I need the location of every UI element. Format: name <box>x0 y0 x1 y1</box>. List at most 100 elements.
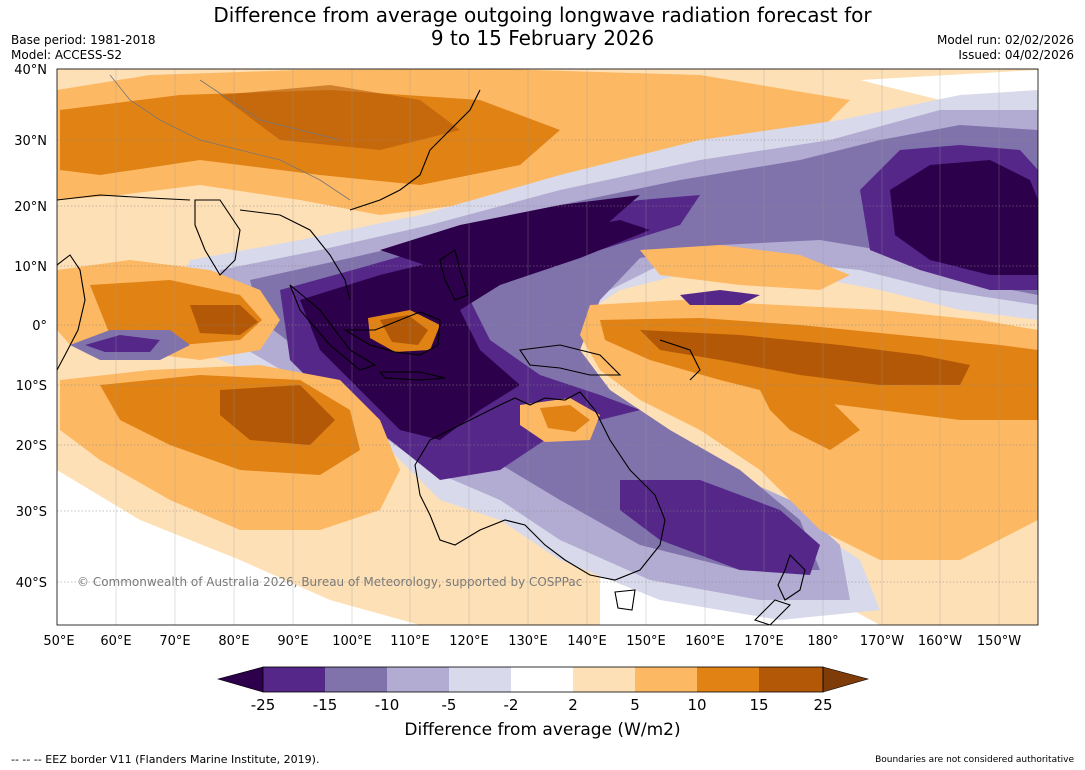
border-himalaya <box>109 74 351 201</box>
colorbar-swatch-3 <box>387 667 449 692</box>
eez-border-legend: -- -- -- EEZ border V11 (Flanders Marine… <box>11 753 320 766</box>
lon-label-120e: 120°E <box>449 634 489 649</box>
tasmania-coast <box>614 589 636 611</box>
lat-label-30s: 30°S <box>16 505 47 520</box>
field-spac-spcz <box>760 390 860 450</box>
colorbar-swatch-6 <box>573 667 635 692</box>
colorbar-swatch-1 <box>263 667 325 692</box>
field-io-purple-deep <box>85 335 160 352</box>
lon-label-80e: 80°E <box>218 634 249 649</box>
cb-tick-4: -2 <box>504 696 519 714</box>
title-line-1: Difference from average outgoing longwav… <box>213 3 872 27</box>
country-borders <box>109 74 351 201</box>
field-aus-deep <box>620 480 820 575</box>
map-frame <box>56 68 1039 626</box>
cb-tick-7: 10 <box>687 696 706 714</box>
lon-label-90e: 90°E <box>277 634 308 649</box>
java-coast <box>378 371 446 381</box>
border-central-asia <box>199 79 341 141</box>
lat-label-10n: 10°N <box>14 260 47 275</box>
cb-tick-9: 25 <box>813 696 832 714</box>
field-borneo-brown <box>380 315 428 345</box>
boundaries-disclaimer: Boundaries are not considered authoritat… <box>875 755 1074 765</box>
field-io-brown-n <box>190 305 258 335</box>
cb-tick-3: -5 <box>442 696 457 714</box>
field-npac-core <box>890 160 1038 275</box>
field-white-sw <box>57 470 420 625</box>
nz-south-coast <box>753 599 792 625</box>
colorbar-frame <box>262 666 824 693</box>
field-spac-brown <box>640 330 970 385</box>
graticule-lon <box>115 69 1000 625</box>
lon-label-160w: 160°W <box>918 634 962 649</box>
lon-label-130e: 130°E <box>508 634 548 649</box>
model-name: Model: ACCESS-S2 <box>11 48 123 62</box>
new-guinea-coast <box>519 344 622 376</box>
lat-label-20s: 20°S <box>16 439 47 454</box>
india-coast <box>194 199 241 276</box>
solomon-coast <box>659 339 701 381</box>
sumatra-coast <box>289 284 377 371</box>
borneo-coast <box>343 311 441 356</box>
lon-label-180: 180° <box>807 634 838 649</box>
colorbar-extend-max <box>822 666 870 693</box>
lon-label-50e: 50°E <box>43 634 74 649</box>
lat-label-20n: 20°N <box>14 200 47 215</box>
arabia-coast <box>57 194 191 201</box>
field-io-brown-s <box>220 385 335 445</box>
meta-left: Base period: 1981-2018 Model: ACCESS-S2 <box>11 33 156 63</box>
lon-label-170w: 170°W <box>860 634 904 649</box>
field-purple-core <box>300 220 650 440</box>
colorbar-swatch-8 <box>697 667 759 692</box>
field-eq-orange <box>640 245 850 290</box>
colorbar-extend-min <box>216 666 264 693</box>
lon-labels: 50°E 60°E 70°E 80°E 90°E 100°E 110°E 120… <box>43 634 1021 649</box>
lon-label-100e: 100°E <box>332 634 372 649</box>
lon-label-150w: 150°W <box>977 634 1021 649</box>
lon-label-170e: 170°E <box>744 634 784 649</box>
model-run: Model run: 02/02/2026 <box>936 33 1074 47</box>
olr-anomaly-field <box>57 69 1038 625</box>
field-purple-core-n <box>380 195 640 270</box>
cb-tick-0: -25 <box>251 696 276 714</box>
lon-label-110e: 110°E <box>390 634 430 649</box>
colorbar-swatch-5 <box>511 667 573 692</box>
copyright-notice: © Commonwealth of Australia 2026, Bureau… <box>77 575 583 589</box>
cb-tick-8: 15 <box>749 696 768 714</box>
indochina-coast <box>239 209 351 301</box>
issued-date: Issued: 04/02/2026 <box>958 48 1074 62</box>
colorbar-swatch-9 <box>759 667 823 692</box>
lon-label-160e: 160°E <box>685 634 725 649</box>
cb-tick-1: -15 <box>313 696 338 714</box>
cb-tick-5: 2 <box>568 696 578 714</box>
lat-label-40n: 40°N <box>14 63 47 78</box>
meta-right: Model run: 02/02/2026 Issued: 04/02/2026 <box>937 33 1074 63</box>
field-eq-purple <box>680 290 760 305</box>
lat-label-0: 0° <box>32 319 47 334</box>
lat-labels: 40°N 30°N 20°N 10°N 0° 10°S 20°S 30°S 40… <box>14 63 47 591</box>
lat-label-40s: 40°S <box>16 576 47 591</box>
lat-label-10s: 10°S <box>16 379 47 394</box>
lon-label-150e: 150°E <box>626 634 666 649</box>
cb-tick-6: 5 <box>630 696 640 714</box>
colorbar-swatch-2 <box>325 667 387 692</box>
field-asia-brown <box>220 85 460 150</box>
field-coral-dark <box>540 405 590 432</box>
colorbar-title: Difference from average (W/m2) <box>404 720 681 740</box>
lat-label-30n: 30°N <box>14 134 47 149</box>
base-period: Base period: 1981-2018 <box>11 33 156 47</box>
colorbar-ticks: -25 -15 -10 -5 -2 2 5 10 15 25 <box>251 696 833 714</box>
australia-coast <box>414 391 666 581</box>
coastlines <box>57 89 806 625</box>
china-coast <box>349 89 481 211</box>
lon-label-60e: 60°E <box>100 634 131 649</box>
colorbar <box>216 666 870 693</box>
colorbar-swatch-4 <box>449 667 511 692</box>
africa-coast <box>57 254 86 371</box>
lon-label-70e: 70°E <box>159 634 190 649</box>
title-line-2: 9 to 15 February 2026 <box>430 26 655 50</box>
nz-north-coast <box>777 553 806 601</box>
cb-tick-2: -10 <box>375 696 400 714</box>
lon-label-140e: 140°E <box>567 634 607 649</box>
